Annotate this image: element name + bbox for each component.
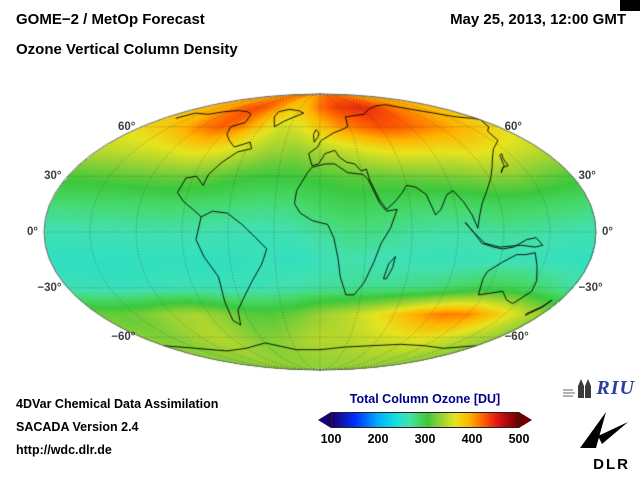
colorbar-tick: 300: [414, 432, 436, 446]
colorbar-ticks: 100 200 300 400 500: [321, 432, 530, 448]
colorbar-left-arrow: [318, 412, 331, 428]
dlr-logo-text: DLR: [593, 456, 630, 473]
credit-assimilation: 4DVar Chemical Data Assimilation: [16, 397, 219, 411]
timestamp: May 25, 2013, 12:00 GMT: [450, 11, 626, 28]
dlr-logo-icon: [580, 412, 628, 448]
page-title: GOME−2 / MetOp Forecast: [16, 11, 205, 28]
lat-label-right: 60°: [504, 120, 522, 133]
colorbar-tick: 100: [320, 432, 342, 446]
lat-label-left: 0°: [27, 225, 38, 238]
dlr-logo: DLR: [576, 410, 630, 473]
lat-label-left: −30°: [37, 281, 62, 294]
colorbar-right-arrow: [519, 412, 532, 428]
lat-label-right: −60°: [504, 330, 529, 343]
riu-logo-text: RIU: [596, 377, 635, 399]
riu-cathedral-icon: [563, 379, 592, 398]
lat-label-left: 60°: [118, 120, 136, 133]
colorbar: Total Column Ozone [DU] 100 200 300 400 …: [318, 392, 532, 448]
page-subtitle: Ozone Vertical Column Density: [16, 41, 238, 58]
mollweide-map-canvas: [0, 90, 640, 378]
colorbar-tick: 200: [367, 432, 389, 446]
lat-label-left: 30°: [44, 170, 62, 183]
credit-url: http://wdc.dlr.de: [16, 443, 112, 457]
lat-label-right: 0°: [602, 225, 613, 238]
riu-logo: RIU: [562, 374, 635, 400]
colorbar-gradient: [318, 412, 532, 428]
colorbar-body: [331, 412, 519, 428]
colorbar-tick: 500: [508, 432, 530, 446]
colorbar-tick: 400: [461, 432, 483, 446]
colorbar-title: Total Column Ozone [DU]: [349, 392, 501, 406]
lat-label-left: −60°: [111, 330, 136, 343]
corner-artifact: [620, 0, 640, 11]
lat-label-right: −30°: [578, 281, 603, 294]
credit-version: SACADA Version 2.4: [16, 420, 139, 434]
lat-label-right: 30°: [578, 170, 596, 183]
